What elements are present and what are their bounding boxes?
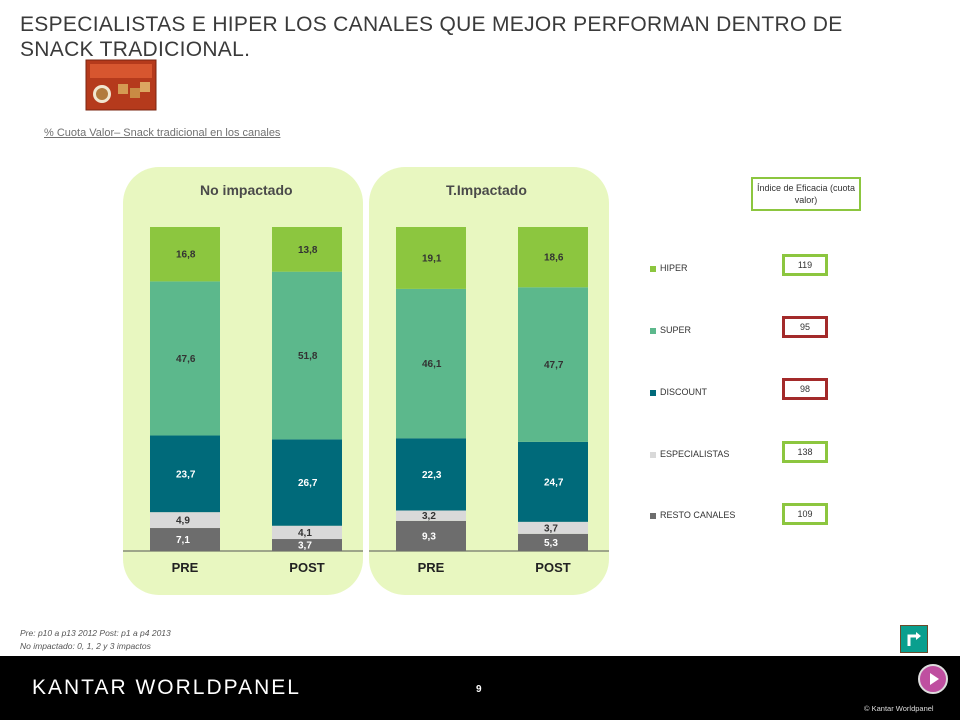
legend-label: SUPER	[660, 325, 692, 335]
bar-segment-resto-canales	[518, 533, 588, 551]
efficacy-index-super: 95	[782, 316, 828, 338]
data-label-resto-canales: 3,7	[298, 541, 312, 552]
data-label-discount: 24,7	[544, 477, 564, 488]
panel-label-t-impactado: T.Impactado	[446, 182, 527, 198]
data-label-discount: 26,7	[298, 478, 318, 489]
bar-segment-discount	[518, 441, 588, 522]
legend-item-super: SUPER	[650, 325, 691, 335]
efficacy-index-especialistas: 138	[782, 441, 828, 463]
bar-segment-hiper	[150, 227, 220, 282]
footnote-definition: No impactado: 0, 1, 2 y 3 impactos	[20, 641, 151, 651]
x-tick-label: PRE	[418, 560, 445, 575]
copyright-text: © Kantar Worldpanel	[864, 704, 934, 713]
bar-segment-hiper	[396, 227, 466, 289]
data-label-especialistas: 4,1	[298, 528, 312, 539]
data-label-super: 51,8	[298, 351, 318, 362]
x-tick-label: POST	[535, 560, 570, 575]
legend-swatch	[650, 389, 656, 396]
bar-segment-resto-canales	[272, 539, 342, 551]
legend-item-resto-canales: RESTO CANALES	[650, 510, 735, 520]
efficacy-index-header-text: Índice de Eficacia (cuota valor)	[756, 183, 856, 205]
bar-segment-super	[518, 287, 588, 442]
legend-item-especialistas: ESPECIALISTAS	[650, 449, 729, 459]
data-label-discount: 23,7	[176, 469, 196, 480]
bar-segment-discount	[150, 435, 220, 513]
data-label-super: 46,1	[422, 359, 442, 370]
bar-segment-discount	[272, 439, 342, 526]
bar-segment-especialistas	[396, 510, 466, 521]
bar-segment-discount	[396, 438, 466, 511]
data-label-super: 47,7	[544, 360, 564, 371]
data-label-hiper: 13,8	[298, 245, 318, 256]
footnote-periods: Pre: p10 a p13 2012 Post: p1 a p4 2013	[20, 628, 171, 638]
legend-swatch	[650, 451, 656, 458]
legend-label: DISCOUNT	[660, 387, 707, 397]
bar-segment-resto-canales	[396, 520, 466, 551]
data-label-resto-canales: 7,1	[176, 535, 190, 546]
page-title: ESPECIALISTAS E HIPER LOS CANALES QUE ME…	[20, 13, 843, 61]
legend-item-hiper: HIPER	[650, 263, 688, 273]
data-label-hiper: 18,6	[544, 253, 564, 264]
data-label-super: 47,6	[176, 354, 196, 365]
legend-swatch	[650, 512, 656, 519]
page-number: 9	[476, 684, 482, 695]
data-label-discount: 22,3	[422, 470, 442, 481]
x-tick-label: PRE	[172, 560, 199, 575]
chart-subtitle: % Cuota Valor– Snack tradicional en los …	[44, 127, 281, 139]
legend-label: HIPER	[660, 263, 688, 273]
efficacy-index-hiper: 119	[782, 254, 828, 276]
data-label-resto-canales: 9,3	[422, 531, 436, 542]
data-label-hiper: 19,1	[422, 253, 442, 264]
bar-segment-resto-canales	[150, 528, 220, 551]
play-arrow-icon	[930, 673, 939, 685]
brand-logo: KANTAR WORLDPANEL	[32, 676, 301, 699]
data-label-especialistas: 3,7	[544, 523, 558, 534]
panel-label-no-impactado: No impactado	[200, 182, 293, 198]
efficacy-index-resto-canales: 109	[782, 503, 828, 525]
data-label-hiper: 16,8	[176, 250, 196, 261]
legend-item-discount: DISCOUNT	[650, 387, 707, 397]
back-arrow-button[interactable]	[900, 625, 928, 653]
bar-segment-hiper	[518, 227, 588, 288]
return-arrow-icon	[907, 632, 921, 646]
data-label-resto-canales: 5,3	[544, 538, 558, 549]
bar-segment-super	[150, 281, 220, 436]
bar-segment-super	[396, 288, 466, 439]
bar-segment-especialistas	[272, 525, 342, 540]
legend-label: RESTO CANALES	[660, 510, 736, 520]
legend-swatch	[650, 327, 656, 334]
next-slide-button[interactable]	[918, 664, 948, 694]
footer-bar	[0, 656, 960, 720]
legend-swatch	[650, 265, 656, 272]
bar-segment-especialistas	[518, 521, 588, 534]
bar-segment-especialistas	[150, 512, 220, 529]
x-tick-label: POST	[289, 560, 324, 575]
bar-segment-hiper	[272, 227, 342, 272]
data-label-especialistas: 4,9	[176, 516, 190, 527]
efficacy-index-header: Índice de Eficacia (cuota valor)	[751, 177, 861, 211]
bar-segment-super	[272, 271, 342, 440]
efficacy-index-discount: 98	[782, 378, 828, 400]
product-image	[85, 59, 157, 111]
data-label-especialistas: 3,2	[422, 511, 436, 522]
legend-label: ESPECIALISTAS	[660, 449, 730, 459]
